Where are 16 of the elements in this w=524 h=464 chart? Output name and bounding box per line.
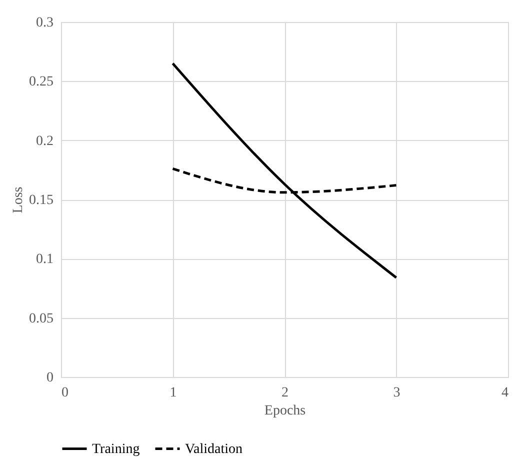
legend-label: Training	[92, 442, 140, 457]
y-tick-label: 0.3	[36, 16, 54, 30]
y-tick-label: 0.1	[36, 252, 54, 268]
y-tick-label: 0.05	[29, 311, 54, 326]
x-tick-label: 4	[502, 386, 508, 400]
legend-label: Validation	[185, 442, 243, 457]
x-tick-label: 2	[282, 386, 288, 400]
x-axis-title: Epochs	[264, 404, 306, 418]
y-tick-label: 0.2	[36, 134, 54, 149]
y-tick-label: 0.15	[29, 193, 54, 208]
y-axis-title: Loss	[11, 186, 26, 214]
y-tick-label: 0	[46, 370, 54, 386]
x-tick-label: 3	[393, 386, 400, 400]
y-tick-label: 0.25	[29, 74, 54, 90]
x-tick-label: 0	[62, 386, 68, 400]
x-tick-label: 1	[170, 386, 177, 400]
